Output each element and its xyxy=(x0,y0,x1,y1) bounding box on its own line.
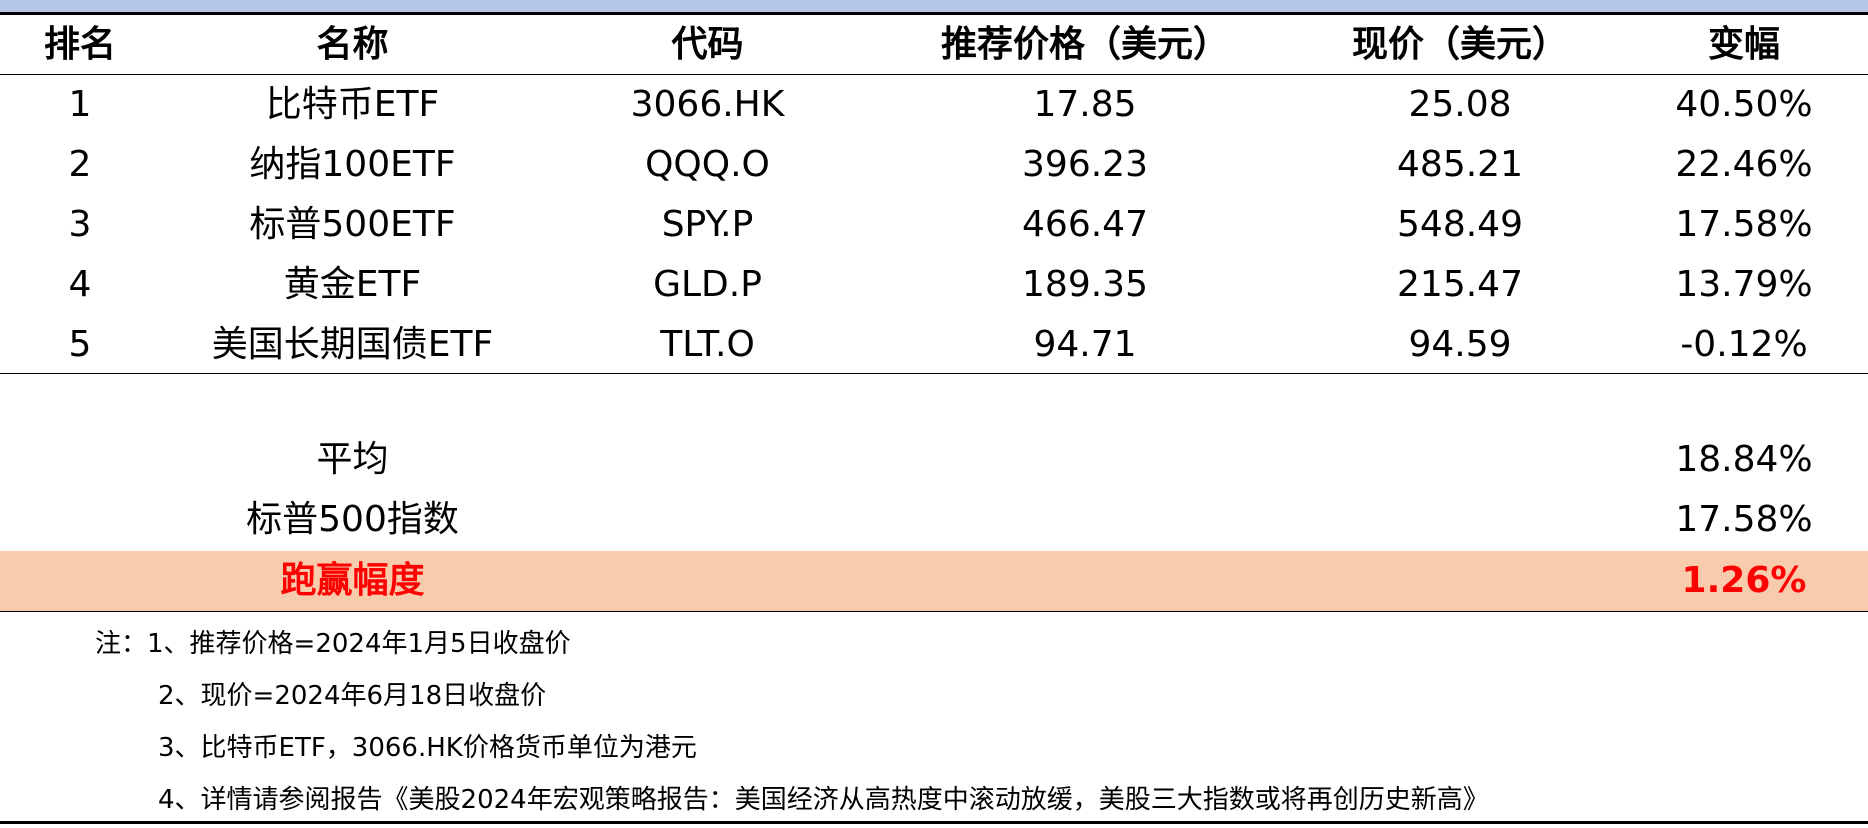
summary-value: 18.84% xyxy=(1675,439,1813,480)
outperformance-label: 跑赢幅度 xyxy=(280,560,425,601)
header-rank: 排名 xyxy=(43,24,116,65)
rank-cell: 2 xyxy=(68,144,92,185)
recommended-price-cell: 396.23 xyxy=(1022,144,1148,185)
header-code: 代码 xyxy=(671,24,744,65)
name-cell: 黄金ETF xyxy=(283,264,422,305)
outperformance-row: 跑赢幅度 1.26% xyxy=(0,551,1868,611)
code-cell: TLT.O xyxy=(660,324,755,365)
table-row: 4 黄金ETF GLD.P 189.35 215.47 13.79% xyxy=(0,255,1868,315)
rank-cell: 4 xyxy=(68,264,92,305)
header-recommended-price: 推荐价格（美元） xyxy=(940,24,1229,65)
table-row: 2 纳指100ETF QQQ.O 396.23 485.21 22.46% xyxy=(0,135,1868,195)
rank-cell: 3 xyxy=(68,204,92,245)
note-line-3: 3、比特币ETF，3066.HK价格货币单位为港元 xyxy=(158,733,697,763)
recommended-price-cell: 94.71 xyxy=(1033,324,1137,365)
note-line-1: 注：1、推荐价格=2024年1月5日收盘价 xyxy=(95,629,571,659)
change-cell: 40.50% xyxy=(1675,84,1813,125)
header-name: 名称 xyxy=(316,24,389,65)
outperformance-value: 1.26% xyxy=(1681,560,1807,601)
code-cell: 3066.HK xyxy=(630,84,785,125)
summary-label: 平均 xyxy=(316,439,389,480)
code-cell: GLD.P xyxy=(653,264,762,305)
recommended-price-cell: 17.85 xyxy=(1033,84,1137,125)
summary-label: 标普500指数 xyxy=(246,499,459,540)
code-cell: SPY.P xyxy=(661,204,754,245)
current-price-cell: 94.59 xyxy=(1408,324,1512,365)
header-current-price: 现价（美元） xyxy=(1351,24,1568,65)
current-price-cell: 485.21 xyxy=(1397,144,1523,185)
change-cell: 13.79% xyxy=(1675,264,1813,305)
top-band xyxy=(0,0,1868,12)
current-price-cell: 25.08 xyxy=(1408,84,1512,125)
note-line-2: 2、现价=2024年6月18日收盘价 xyxy=(158,681,547,711)
recommended-price-cell: 189.35 xyxy=(1022,264,1148,305)
table-header-row: 排名 名称 代码 推荐价格（美元） 现价（美元） 变幅 xyxy=(0,15,1868,75)
change-cell: -0.12% xyxy=(1680,324,1808,365)
code-cell: QQQ.O xyxy=(645,144,770,185)
table-row: 3 标普500ETF SPY.P 466.47 548.49 17.58% xyxy=(0,195,1868,255)
page-bottom-rule xyxy=(0,821,1868,824)
rank-cell: 1 xyxy=(68,84,92,125)
name-cell: 比特币ETF xyxy=(265,84,440,125)
header-bottom-rule xyxy=(0,74,1868,75)
header-change: 变幅 xyxy=(1707,24,1780,65)
recommended-price-cell: 466.47 xyxy=(1022,204,1148,245)
table-row: 1 比特币ETF 3066.HK 17.85 25.08 40.50% xyxy=(0,75,1868,135)
change-cell: 17.58% xyxy=(1675,204,1813,245)
rank-cell: 5 xyxy=(68,324,92,365)
table-row: 5 美国长期国债ETF TLT.O 94.71 94.59 -0.12% xyxy=(0,315,1868,375)
data-bottom-rule xyxy=(0,373,1868,374)
name-cell: 标普500ETF xyxy=(249,204,456,245)
summary-row-average: 平均 18.84% xyxy=(0,430,1868,490)
note-line-4: 4、详情请参阅报告《美股2024年宏观策略报告：美国经济从高热度中滚动放缓，美股… xyxy=(158,785,1489,815)
header-top-rule xyxy=(0,12,1868,15)
name-cell: 纳指100ETF xyxy=(249,144,456,185)
summary-value: 17.58% xyxy=(1675,499,1813,540)
change-cell: 22.46% xyxy=(1675,144,1813,185)
current-price-cell: 215.47 xyxy=(1397,264,1523,305)
summary-row-sp500-index: 标普500指数 17.58% xyxy=(0,490,1868,550)
highlight-bottom-rule xyxy=(0,611,1868,612)
current-price-cell: 548.49 xyxy=(1397,204,1523,245)
name-cell: 美国长期国债ETF xyxy=(211,324,494,365)
